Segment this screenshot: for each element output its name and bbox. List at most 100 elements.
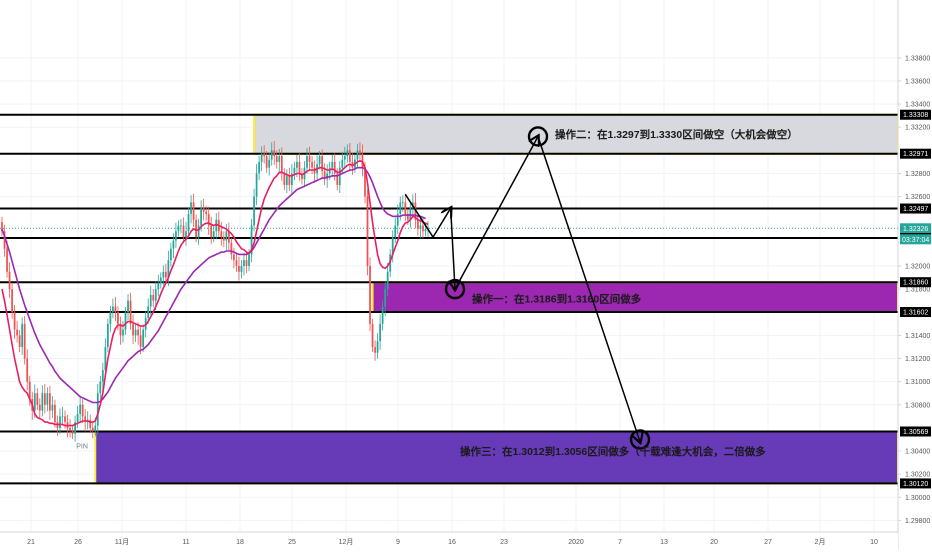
candle-body	[366, 196, 369, 266]
candle-body	[132, 323, 134, 336]
candle-body	[180, 225, 182, 227]
candle	[197, 218, 200, 246]
candle	[371, 318, 374, 353]
price-tick-label: 1.33400	[905, 102, 930, 109]
candle	[356, 143, 359, 168]
candle-body	[270, 150, 273, 160]
candle	[177, 220, 180, 237]
time-tick-label: 12月	[339, 538, 354, 546]
candle-body	[336, 173, 339, 186]
candle	[346, 144, 349, 163]
candle-body	[379, 323, 381, 342]
candle	[152, 289, 155, 308]
candle	[212, 226, 215, 243]
candle	[162, 265, 165, 286]
candle	[359, 142, 361, 160]
candle	[56, 415, 59, 436]
candle-body	[154, 289, 157, 301]
candle	[192, 193, 195, 228]
price-axis[interactable]: 1.29800 1.30000 1.30200 1.30400 1.30800 1.310…	[897, 0, 932, 550]
candle-body	[404, 202, 407, 214]
candle-body	[293, 167, 296, 174]
candle	[290, 164, 293, 194]
candle	[391, 230, 394, 263]
candle	[301, 168, 303, 185]
time-tick-label: 27	[764, 539, 772, 546]
candle-body	[333, 161, 336, 174]
time-tick-label: 23	[500, 539, 508, 546]
candle	[376, 333, 379, 359]
candle	[61, 406, 64, 426]
price-label-text: 1.30120	[903, 481, 928, 488]
time-tick-label: 26	[74, 539, 82, 546]
time-tick-label: 18	[236, 539, 244, 546]
candle	[275, 150, 278, 169]
candle	[394, 217, 397, 243]
deep-buy-zone-label: 操作三：在1.3012到1.3056区间做多（千载难逢大机会，二倍做多	[460, 445, 766, 458]
candle	[207, 206, 210, 235]
candle	[36, 388, 39, 410]
candle-body	[117, 312, 119, 324]
candle	[227, 222, 230, 251]
candle-body	[69, 427, 71, 431]
time-tick-label: 21	[27, 539, 35, 546]
arrow-up-to-sell	[454, 136, 538, 290]
candle-body	[258, 161, 260, 174]
price-label-text: 1.31860	[903, 280, 928, 287]
price-tick-label: 1.33600	[905, 78, 930, 85]
price-label-text: 1.32326	[903, 226, 928, 233]
candle-body	[424, 228, 427, 232]
candle-body	[190, 202, 192, 214]
candle-body	[167, 260, 170, 278]
candle	[220, 221, 223, 246]
candle-body	[26, 358, 29, 382]
candle	[384, 281, 387, 316]
candle	[401, 195, 404, 212]
candle-body	[308, 156, 311, 162]
candle	[323, 163, 326, 186]
candle	[187, 208, 190, 238]
candle-body	[419, 225, 422, 229]
price-tick-label: 1.33800	[905, 55, 930, 62]
candle	[230, 237, 233, 260]
candle-body	[94, 425, 97, 431]
price-tick-label: 1.30800	[905, 402, 930, 409]
candle-body	[41, 393, 44, 411]
candle	[253, 188, 255, 232]
candle-body	[38, 404, 41, 411]
candle	[374, 340, 376, 361]
candle-body	[74, 422, 76, 434]
candle	[250, 218, 253, 263]
candle-body	[147, 306, 150, 319]
candle-body	[283, 173, 286, 186]
candle-body	[54, 404, 56, 423]
candle-body	[250, 225, 253, 255]
candle-body	[306, 156, 308, 168]
candle	[298, 153, 301, 181]
arrow-down-to-deep-buy	[537, 136, 640, 441]
candle-body	[89, 419, 92, 428]
candle	[190, 195, 192, 224]
candle-body	[139, 335, 142, 347]
time-tick-label: 13	[660, 539, 668, 546]
candle-body	[288, 175, 291, 186]
candle-body	[331, 161, 334, 168]
candle-body	[417, 219, 419, 229]
candle	[11, 283, 13, 319]
candle	[79, 395, 82, 423]
candle-body	[356, 150, 359, 160]
candle-body	[220, 231, 223, 238]
candle-body	[243, 260, 245, 266]
time-tick-label: 7	[618, 539, 622, 546]
candle	[233, 247, 235, 269]
candle-body	[384, 289, 387, 307]
moving-averages: PIN	[1, 159, 429, 451]
time-axis[interactable]: 21 26 11月 11 18 25 12月 9 16 23 2020 7 13 20 27 2月 10	[0, 531, 898, 550]
candle-body	[343, 156, 346, 160]
candle-body	[386, 271, 389, 290]
candle-body	[409, 208, 412, 220]
candle	[81, 398, 84, 423]
candle	[71, 425, 74, 439]
